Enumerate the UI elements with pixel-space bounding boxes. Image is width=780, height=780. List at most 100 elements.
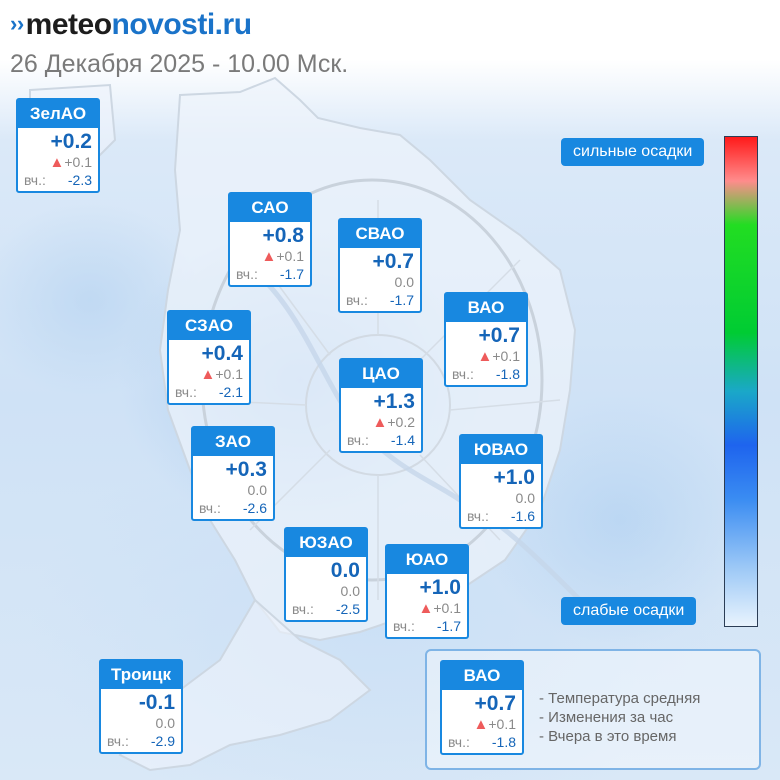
hourly-change: 0.0 <box>461 490 541 507</box>
yesterday-value: -2.6 <box>242 500 267 516</box>
legend-sample-temp: +0.7 <box>474 692 516 715</box>
light-precip-label: слабые осадки <box>561 597 697 625</box>
hourly-change: 0.0 <box>101 715 181 732</box>
yesterday-value: -1.8 <box>495 366 520 382</box>
legend-item-yesterday: - Вчера в это время <box>539 728 677 745</box>
triangle-up-icon: ▲ <box>372 414 388 431</box>
district-name: ЗАО <box>193 428 273 456</box>
yesterday-value: -1.7 <box>389 292 414 308</box>
logo-text-novosti: novosti.ru <box>111 8 253 41</box>
yesterday-value: -2.9 <box>150 733 175 749</box>
triangle-up-icon: ▲ <box>200 366 216 383</box>
yesterday-value: -1.7 <box>279 266 304 282</box>
triangle-up-icon: ▲ <box>473 716 489 733</box>
heavy-precip-label: сильные осадки <box>561 138 705 166</box>
yesterday-row: вч.: -1.6 <box>461 507 541 527</box>
hourly-change: ▲+0.2 <box>341 414 421 431</box>
district-name: ЗелАО <box>18 100 98 128</box>
yesterday-row: вч.: -1.4 <box>341 431 421 451</box>
temperature-value: +0.7 <box>478 324 520 347</box>
yesterday-value: -1.6 <box>510 508 535 524</box>
forecast-datetime: 26 Декабря 2025 - 10.00 Мск. <box>10 50 349 78</box>
hourly-change: 0.0 <box>193 482 273 499</box>
hourly-change-value: 0.0 <box>247 482 267 498</box>
yesterday-label: вч.: <box>347 432 369 448</box>
district-card-troitsk[interactable]: Троицк -0.1 0.0 вч.: -2.9 <box>99 659 183 754</box>
temperature-value: +1.3 <box>373 390 415 413</box>
yesterday-row: вч.: -2.9 <box>101 732 181 752</box>
yesterday-row: вч.: -1.7 <box>340 291 420 311</box>
yesterday-label: вч.: <box>448 734 470 750</box>
district-name: ЦАО <box>341 360 421 388</box>
temperature-value: +0.2 <box>50 130 92 153</box>
district-name: ВАО <box>446 294 526 322</box>
temperature-value: +0.7 <box>372 250 414 273</box>
legend-sample-change: ▲+0.1 <box>442 716 522 733</box>
moskva-river <box>238 257 582 602</box>
hourly-change-value: +0.1 <box>64 154 92 170</box>
hourly-change-value: 0.0 <box>340 583 360 599</box>
hourly-change-value: +0.1 <box>433 600 461 616</box>
hourly-change: ▲+0.1 <box>387 600 467 617</box>
district-card-vao[interactable]: ВАО +0.7 ▲+0.1 вч.: -1.8 <box>444 292 528 387</box>
legend-item-avg-temp: - Температура средняя <box>539 690 701 707</box>
triangle-up-icon: ▲ <box>418 600 434 617</box>
yesterday-row: вч.: -1.7 <box>387 617 467 637</box>
hourly-change-value: 0.0 <box>515 490 535 506</box>
district-card-zelao[interactable]: ЗелАО +0.2 ▲+0.1 вч.: -2.3 <box>16 98 100 193</box>
yesterday-value: -2.3 <box>67 172 92 188</box>
district-card-yuvao[interactable]: ЮВАО +1.0 0.0 вч.: -1.6 <box>459 434 543 529</box>
yesterday-label: вч.: <box>292 601 314 617</box>
temperature-value: +0.4 <box>201 342 243 365</box>
hourly-change: ▲+0.1 <box>18 154 98 171</box>
hourly-change-value: +0.1 <box>276 248 304 264</box>
legend-sample-name: ВАО <box>442 662 522 690</box>
hourly-change-value: +0.1 <box>215 366 243 382</box>
yesterday-row: вч.: -2.6 <box>193 499 273 519</box>
yesterday-label: вч.: <box>452 366 474 382</box>
yesterday-value: -1.7 <box>436 618 461 634</box>
yesterday-label: вч.: <box>346 292 368 308</box>
site-logo[interactable]: ››meteonovosti.ru <box>10 8 252 42</box>
district-card-szao[interactable]: СЗАО +0.4 ▲+0.1 вч.: -2.1 <box>167 310 251 405</box>
yesterday-label: вч.: <box>24 172 46 188</box>
yesterday-row: вч.: -2.3 <box>18 171 98 191</box>
yesterday-value: -1.4 <box>390 432 415 448</box>
logo-text-meteo: meteo <box>25 8 112 41</box>
district-card-sao[interactable]: САО +0.8 ▲+0.1 вч.: -1.7 <box>228 192 312 287</box>
yesterday-label: вч.: <box>107 733 129 749</box>
yesterday-value: -2.1 <box>218 384 243 400</box>
precipitation-scale-bar <box>724 136 758 627</box>
temperature-value: +1.0 <box>493 466 535 489</box>
yesterday-value: -2.5 <box>335 601 360 617</box>
yesterday-label: вч.: <box>236 266 258 282</box>
hourly-change: ▲+0.1 <box>230 248 310 265</box>
temperature-value: 0.0 <box>330 559 360 582</box>
triangle-up-icon: ▲ <box>261 248 277 265</box>
district-card-svao[interactable]: СВАО +0.7 0.0 вч.: -1.7 <box>338 218 422 313</box>
district-card-zao[interactable]: ЗАО +0.3 0.0 вч.: -2.6 <box>191 426 275 521</box>
district-card-yuao[interactable]: ЮАО +1.0 ▲+0.1 вч.: -1.7 <box>385 544 469 639</box>
hourly-change: ▲+0.1 <box>446 348 526 365</box>
triangle-up-icon: ▲ <box>49 154 65 171</box>
district-name: СВАО <box>340 220 420 248</box>
district-name: ЮАО <box>387 546 467 574</box>
temperature-value: +1.0 <box>419 576 461 599</box>
temperature-value: -0.1 <box>138 691 175 714</box>
district-card-yuzao[interactable]: ЮЗАО 0.0 0.0 вч.: -2.5 <box>284 527 368 622</box>
yesterday-row: вч.: -1.7 <box>230 265 310 285</box>
legend-item-hourly-change: - Изменения за час <box>539 709 674 726</box>
legend-sample-yesterday: вч.: -1.8 <box>442 733 522 753</box>
district-name: САО <box>230 194 310 222</box>
yesterday-row: вч.: -2.1 <box>169 383 249 403</box>
temperature-value: +0.3 <box>225 458 267 481</box>
yesterday-label: вч.: <box>393 618 415 634</box>
district-name: ЮЗАО <box>286 529 366 557</box>
legend-list: - Температура средняя - Изменения за час… <box>539 689 700 746</box>
district-name: СЗАО <box>169 312 249 340</box>
legend-sample-card: ВАО +0.7 ▲+0.1 вч.: -1.8 <box>440 660 524 755</box>
triangle-up-icon: ▲ <box>477 348 493 365</box>
temperature-value: +0.8 <box>262 224 304 247</box>
district-card-cao[interactable]: ЦАО +1.3 ▲+0.2 вч.: -1.4 <box>339 358 423 453</box>
district-name: ЮВАО <box>461 436 541 464</box>
